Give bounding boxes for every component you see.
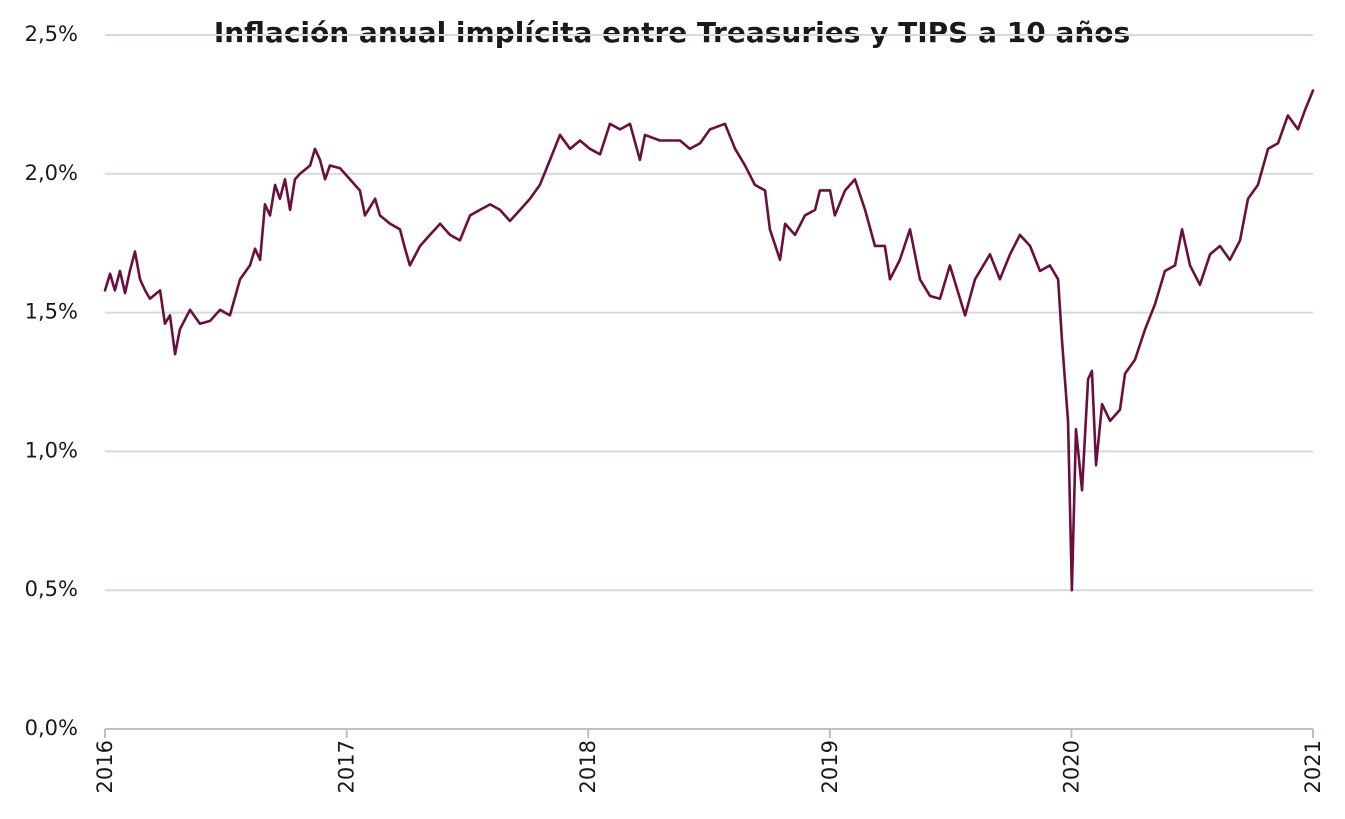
x-tick-label: 2016: [93, 740, 117, 793]
chart-title: Inflación anual implícita entre Treasuri…: [214, 16, 1130, 49]
x-tick-label: 2017: [335, 740, 359, 793]
data-line: [103, 89, 1315, 592]
x-tick-label: 2021: [1301, 740, 1325, 793]
x-tick-label: 2018: [576, 740, 600, 793]
y-tick-label: 0,5%: [25, 577, 78, 601]
y-tick-label: 1,5%: [25, 300, 78, 324]
y-tick-label: 1,0%: [25, 438, 78, 462]
y-tick-label: 0,0%: [25, 716, 78, 740]
y-tick-label: 2,5%: [25, 22, 78, 46]
x-tick-label: 2019: [818, 740, 842, 793]
x-tick-label: 2020: [1059, 740, 1083, 793]
y-tick-label: 2,0%: [25, 161, 78, 185]
